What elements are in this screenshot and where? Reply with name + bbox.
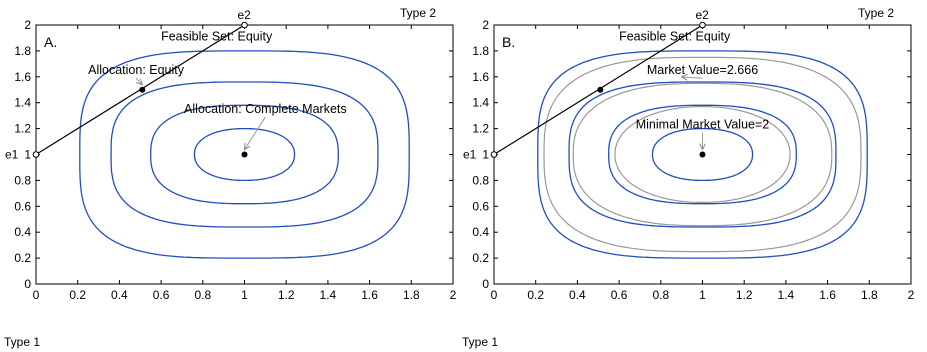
y-tick-label: 1.6 [472,70,489,84]
x-tick-label: 0.2 [527,288,544,302]
indifference-curve [608,104,797,205]
x-tick-label: 1.8 [403,288,420,302]
panel-label: B. [502,34,515,50]
axis-ticks: 0 0.2 0.4 0.6 0.8 1 1.2 1.4 1.6 1.8 2 0 0.2 0.4 0.6 0.8… [14,18,456,302]
panel-label: A. [44,34,57,50]
x-tick-label: 0.2 [69,288,86,302]
y-tick-label: 0.8 [472,173,489,187]
x-tick-label: 0.6 [611,288,628,302]
iso-value-curves [543,56,862,253]
indifference-curves [537,50,868,259]
indifference-curve [537,50,868,259]
y-tick-label: 1.8 [14,44,31,58]
x-tick-label: 0 [33,288,40,302]
x-axis-label: Type 1 [4,335,40,349]
feasible-set-label: Feasible Set: Equity [619,30,731,44]
indifference-curve [150,104,339,205]
y-tick-label: 1 [24,148,31,162]
endowment-label-e1: e1 [5,148,19,162]
axis-ticks: 0 0.2 0.4 0.6 0.8 1 1.2 1.4 1.6 1.8 2 0 0.2 0.4 0.6 0.8… [472,18,914,302]
endowment-point-e1 [32,151,40,158]
endowment-label-e1: e1 [463,148,477,162]
y-tick-label: 1.4 [14,96,31,110]
x-tick-label: 0.4 [111,288,128,302]
x-tick-label: 1.6 [361,288,378,302]
x-tick-label: 1.8 [861,288,878,302]
x-tick-label: 1 [699,288,706,302]
x-tick-label: 1.2 [278,288,295,302]
y-tick-label: 0 [482,277,489,291]
x-tick-label: 0.6 [153,288,170,302]
feasible-set-label: Feasible Set: Equity [161,30,273,44]
y-tick-label: 1.2 [14,122,31,136]
y-tick-label: 2 [24,18,31,32]
annotation-arrow [682,77,703,78]
allocation-complete-markets-marker [241,151,248,158]
endowment-point-e2 [241,21,248,29]
annotation-text: Minimal Market Value=2 [636,118,770,132]
y-tick-label: 0.2 [472,251,489,265]
indifference-curve [110,81,379,228]
x-tick-label: 2 [908,288,915,302]
y-tick-label: 1.6 [14,70,31,84]
endowment-label-e2: e2 [696,8,710,22]
endowment-point-e1 [490,151,498,158]
iso-value-curve [543,56,862,253]
annotation-text: Allocation: Equity [88,63,185,77]
x-tick-label: 0.4 [569,288,586,302]
x-tick-label: 1.4 [320,288,337,302]
indifference-curve [568,81,837,228]
y-tick-label: 0.6 [14,199,31,213]
x-tick-label: 1.4 [778,288,795,302]
allocation-equity-marker [139,86,146,93]
y-tick-label: 0.8 [14,173,31,187]
allocation-equity-marker [597,86,604,93]
iso-value-curve [614,106,791,203]
y-tick-label: 1 [482,148,489,162]
indifference-curve [651,127,754,182]
points [597,86,706,158]
indifference-curve [79,50,410,259]
y-axis-label: Type 2 [858,6,894,20]
panel-b: 0 0.2 0.4 0.6 0.8 1 1.2 1.4 1.6 1.8 2 0 0.2 0.4 0.6 0.8… [462,6,915,349]
indifference-curve [193,127,296,182]
annotation-text: Market Value=2.666 [647,63,758,77]
x-tick-label: 0 [491,288,498,302]
x-tick-label: 0.8 [652,288,669,302]
annotation-arrow [245,116,266,149]
y-tick-label: 0 [24,277,31,291]
y-tick-label: 0.6 [472,199,489,213]
y-tick-label: 1.4 [472,96,489,110]
iso-value-curve [572,82,833,227]
x-tick-label: 2 [450,288,457,302]
points [139,86,248,158]
endowment-label-e2: e2 [238,8,252,22]
annotation-text: Allocation: Complete Markets [184,102,347,116]
x-tick-label: 1.6 [819,288,836,302]
annotation-arrow [135,77,142,85]
y-tick-label: 2 [482,18,489,32]
minimal-market-value-point-marker [699,151,706,158]
y-tick-label: 0.2 [14,251,31,265]
x-tick-label: 1.2 [736,288,753,302]
x-tick-label: 1 [241,288,248,302]
annotations: Market Value=2.666 Minimal Market Value=2 [636,63,770,149]
panel-a: 0 0.2 0.4 0.6 0.8 1 1.2 1.4 1.6 1.8 2 0 0.2 0.4 0.6 0.8… [4,6,457,349]
x-axis-label: Type 1 [462,335,498,349]
x-tick-label: 0.8 [194,288,211,302]
annotations: Allocation: Equity Allocation: Complete M… [88,63,347,149]
y-axis-label: Type 2 [400,6,436,20]
y-tick-label: 0.4 [472,225,489,239]
y-tick-label: 0.4 [14,225,31,239]
endowment-point-e2 [699,21,706,29]
y-tick-label: 1.8 [472,44,489,58]
y-tick-label: 1.2 [472,122,489,136]
indifference-curves [79,50,410,259]
